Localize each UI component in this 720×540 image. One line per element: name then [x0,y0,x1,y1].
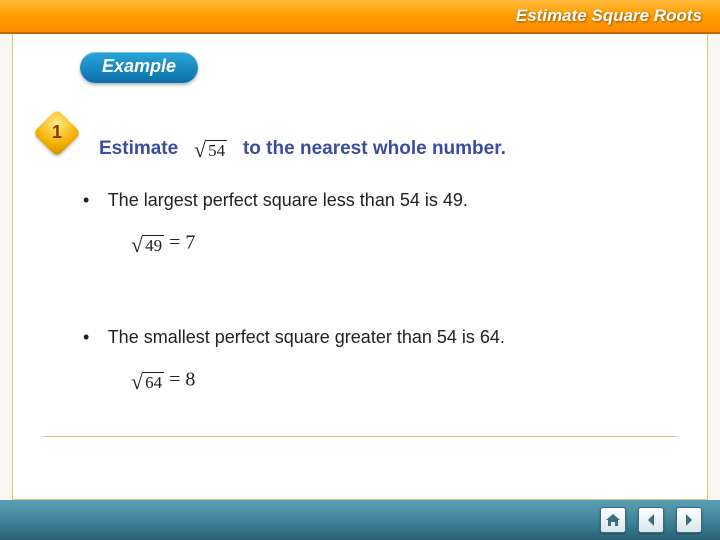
next-button[interactable] [676,507,702,533]
example-badge: Example [80,52,198,83]
chevron-right-icon [683,513,695,527]
equation-result: 7 [185,232,195,254]
example-badge-label: Example [80,52,198,83]
radicand: 64 [143,372,164,392]
radicand: 54 [206,140,227,160]
bullet-icon: • [83,327,103,348]
example-number: 1 [40,122,74,143]
instruction-suffix: to the nearest whole number. [243,138,506,159]
section-title: Estimate Square Roots [516,6,702,26]
radical-icon: √ [194,137,206,162]
content-frame: Estimate Square Roots Estimate √54 to th… [12,18,708,500]
bullet-text: The smallest perfect square greater than… [108,327,505,347]
equation-result: 8 [185,369,195,391]
bullet-icon: • [83,190,103,211]
equation: √64 = 8 [131,368,505,394]
prev-button[interactable] [638,507,664,533]
equals-sign: = [169,369,185,391]
home-button[interactable] [600,507,626,533]
sqrt-expression: √54 [194,136,227,162]
list-item: • The smallest perfect square greater th… [83,327,505,394]
equation: √49 = 7 [131,231,505,257]
radical-icon: √ [131,369,143,394]
equals-sign: = [169,232,185,254]
sqrt-expression: √64 [131,368,164,394]
chevron-left-icon [645,513,657,527]
instruction-prefix: Estimate [99,138,178,159]
divider [43,436,677,437]
instruction-line: Estimate √54 to the nearest whole number… [99,136,506,162]
bullet-text: The largest perfect square less than 54 … [108,190,468,210]
bullet-list: • The largest perfect square less than 5… [83,190,505,464]
header-bar: Estimate Square Roots [0,0,720,34]
example-number-badge: 1 [40,116,74,150]
list-item: • The largest perfect square less than 5… [83,190,505,257]
sqrt-expression: √49 [131,231,164,257]
home-icon [605,513,621,527]
bottom-nav [0,500,720,540]
radicand: 49 [143,235,164,255]
radical-icon: √ [131,232,143,257]
